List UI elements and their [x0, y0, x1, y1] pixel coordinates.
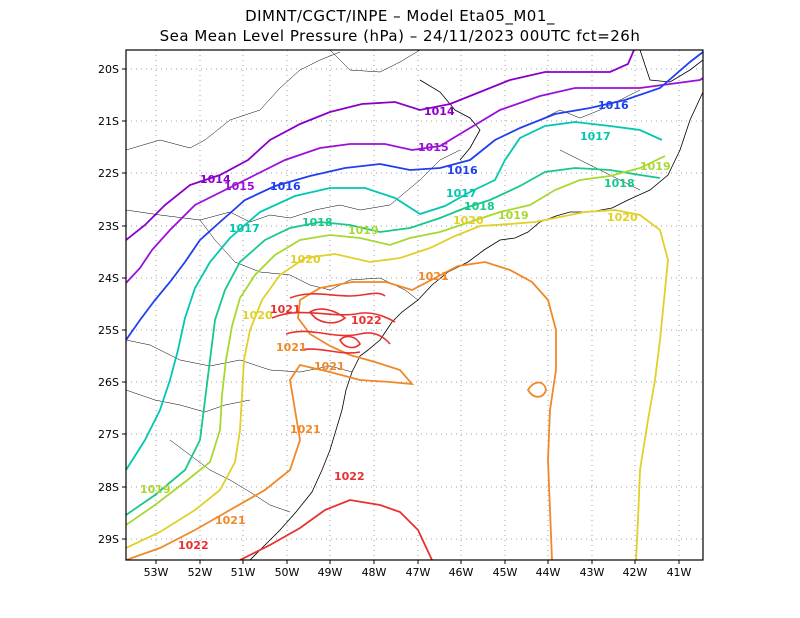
lat-tick-label: 28S: [98, 481, 119, 494]
contour-label: 1019: [498, 209, 529, 222]
lat-tick-label: 26S: [98, 376, 119, 389]
contour-label: 1015: [224, 180, 255, 193]
contour-label: 1021: [418, 270, 449, 283]
lat-tick-label: 20S: [98, 63, 119, 76]
lon-tick-label: 42W: [623, 566, 648, 579]
isobar-contours: [126, 50, 703, 560]
isobar-1018: [126, 167, 661, 516]
lat-tick-label: 23S: [98, 220, 119, 233]
lon-tick-label: 47W: [406, 566, 431, 579]
isobar-1016: [126, 51, 703, 341]
contour-label: 1021: [276, 341, 307, 354]
coastline: [249, 50, 703, 560]
contour-label: 1016: [598, 99, 629, 112]
contour-label: 1015: [418, 141, 449, 154]
latitude-labels: 20S 21S 22S 23S 24S 25S 26S 27S 28S 29S: [98, 63, 119, 546]
contour-label: 1021: [314, 360, 345, 373]
contour-label: 1019: [640, 160, 671, 173]
isobar-1019: [126, 155, 666, 526]
contour-label: 1022: [334, 470, 365, 483]
lat-tick-label: 22S: [98, 167, 119, 180]
contour-label: 1022: [178, 539, 209, 552]
lat-tick-label: 29S: [98, 533, 119, 546]
lon-tick-label: 44W: [536, 566, 561, 579]
lat-tick-label: 24S: [98, 272, 119, 285]
contour-label: 1014: [424, 105, 455, 118]
lon-tick-label: 46W: [449, 566, 474, 579]
contour-label: 1018: [464, 200, 495, 213]
lon-tick-label: 50W: [275, 566, 300, 579]
contour-label: 1020: [607, 211, 638, 224]
contour-label: 1016: [447, 164, 478, 177]
state-borders: [126, 50, 641, 513]
graticule: [126, 50, 703, 560]
contour-label: 1018: [302, 216, 333, 229]
map-title-line-2: Sea Mean Level Pressure (hPa) – 24/11/20…: [159, 27, 641, 45]
isobar-1021: [126, 261, 557, 560]
lon-tick-label: 53W: [144, 566, 169, 579]
contour-label: 1017: [580, 130, 611, 143]
longitude-labels: 53W 52W 51W 50W 49W 48W 47W 46W 45W 44W …: [144, 566, 692, 579]
contour-label: 1016: [270, 180, 301, 193]
isobar-1017: [126, 121, 663, 471]
contour-label: 1019: [140, 483, 171, 496]
contour-labels: 1014 1014 1015 1015 1016 1016 1016 1017 …: [140, 99, 671, 552]
contour-label: 1021: [215, 514, 246, 527]
isobar-1022: [239, 499, 433, 560]
isobar-1022-ripples: [271, 292, 396, 354]
isobar-1015: [126, 77, 703, 284]
contour-label: 1022: [351, 314, 382, 327]
lat-tick-label: 25S: [98, 324, 119, 337]
lon-tick-label: 43W: [580, 566, 605, 579]
lon-tick-label: 48W: [362, 566, 387, 579]
contour-label: 1018: [604, 177, 635, 190]
contour-label: 1019: [348, 224, 379, 237]
map-frame: [125, 49, 704, 561]
contour-label: 1020: [242, 309, 273, 322]
contour-label: 1021: [270, 303, 301, 316]
contour-label: 1014: [200, 173, 231, 186]
lon-tick-label: 41W: [667, 566, 692, 579]
contour-label: 1021: [290, 423, 321, 436]
contour-label: 1017: [446, 187, 477, 200]
contour-label: 1017: [229, 222, 260, 235]
isobar-1020: [126, 209, 669, 560]
lat-tick-label: 21S: [98, 115, 119, 128]
isobar-1014: [126, 50, 635, 241]
contour-label: 1020: [453, 214, 484, 227]
tick-marks: [122, 68, 680, 564]
lat-tick-label: 27S: [98, 428, 119, 441]
lon-tick-label: 52W: [188, 566, 213, 579]
map-title-line-1: DIMNT/CGCT/INPE – Model Eta05_M01_: [245, 7, 555, 25]
lon-tick-label: 45W: [493, 566, 518, 579]
lon-tick-label: 49W: [318, 566, 343, 579]
lon-tick-label: 51W: [231, 566, 256, 579]
contour-label: 1020: [290, 253, 321, 266]
